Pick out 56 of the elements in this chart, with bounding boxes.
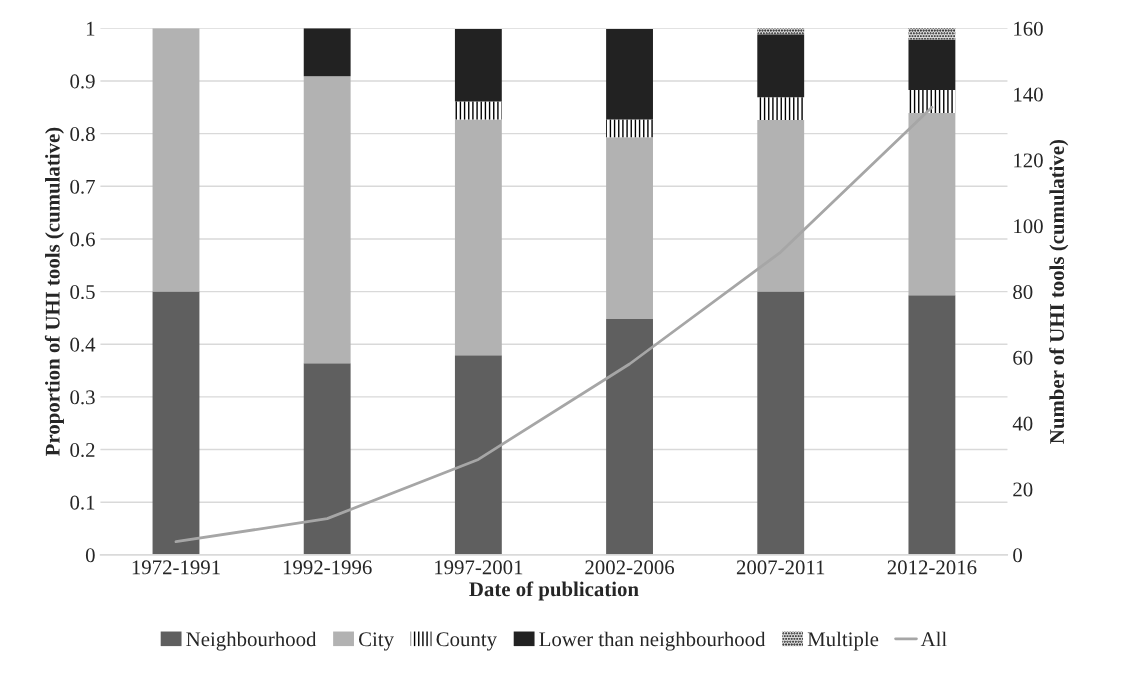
bar [152, 291, 200, 555]
bar [908, 39, 956, 90]
bar [757, 34, 805, 98]
bar [606, 119, 653, 138]
y2-tick-label: 40 [1012, 416, 1033, 431]
bar [908, 89, 956, 114]
x-tick-label: 2007-2011 [736, 560, 825, 575]
y2-tick-label: 160 [1014, 21, 1043, 36]
bar [454, 101, 502, 120]
bar [454, 355, 502, 555]
bar [303, 363, 351, 555]
bar [303, 28, 351, 77]
x-tick-label: 2012-2016 [887, 560, 977, 575]
legend-label: Lower than neighbourhood [539, 631, 766, 651]
bar [908, 28, 956, 40]
bar [303, 76, 351, 364]
bar [606, 318, 653, 555]
y-tick-label: 0 [85, 548, 95, 563]
y2-tick-label: 20 [1013, 482, 1033, 497]
y-tick-label: 0.9 [70, 74, 95, 89]
bar [908, 295, 956, 555]
x-axis-title: Date of publication [469, 581, 639, 601]
y-tick-label: 0.1 [70, 495, 95, 510]
y-tick-label: 0.6 [70, 232, 95, 247]
x-tick-label: 1992-1996 [283, 560, 372, 575]
y-tick-label: 0.8 [70, 127, 95, 142]
bar [152, 28, 200, 292]
bar [757, 119, 805, 292]
bar [757, 97, 805, 120]
y2-tick-label: 120 [1014, 153, 1043, 168]
y-axis-title: Proportion of UHI tools (cumulative) [44, 127, 64, 456]
y2-axis-title: Number of UHI tools (cumulative) [1049, 139, 1069, 444]
y-tick-label: 0.4 [70, 337, 96, 352]
x-tick-label: 1972-1991 [132, 560, 220, 575]
y-tick-label: 0.7 [70, 179, 95, 194]
legend-label: Multiple [807, 631, 879, 651]
x-tick-label: 1997-2001 [435, 560, 523, 575]
y-tick-label: 1 [86, 21, 95, 36]
y-tick-label: 0.2 [70, 442, 95, 458]
bar [757, 291, 805, 555]
y2-tick-label: 60 [1013, 350, 1033, 365]
legend-label: City [358, 632, 394, 651]
y2-tick-label: 100 [1014, 219, 1043, 234]
bar [606, 137, 653, 319]
y-tick-label: 0.3 [70, 390, 95, 405]
y2-tick-label: 0 [1013, 548, 1022, 563]
legend-label: County [436, 632, 497, 651]
y-tick-label: 0.5 [70, 284, 95, 300]
legend-label: Neighbourhood [186, 631, 317, 651]
bar [454, 119, 502, 356]
legend-label: All [920, 631, 947, 647]
bar [606, 28, 653, 120]
bar [454, 28, 502, 102]
y2-tick-label: 80 [1013, 284, 1033, 300]
y2-tick-label: 140 [1014, 87, 1043, 102]
x-tick-label: 2002-2006 [585, 560, 675, 575]
